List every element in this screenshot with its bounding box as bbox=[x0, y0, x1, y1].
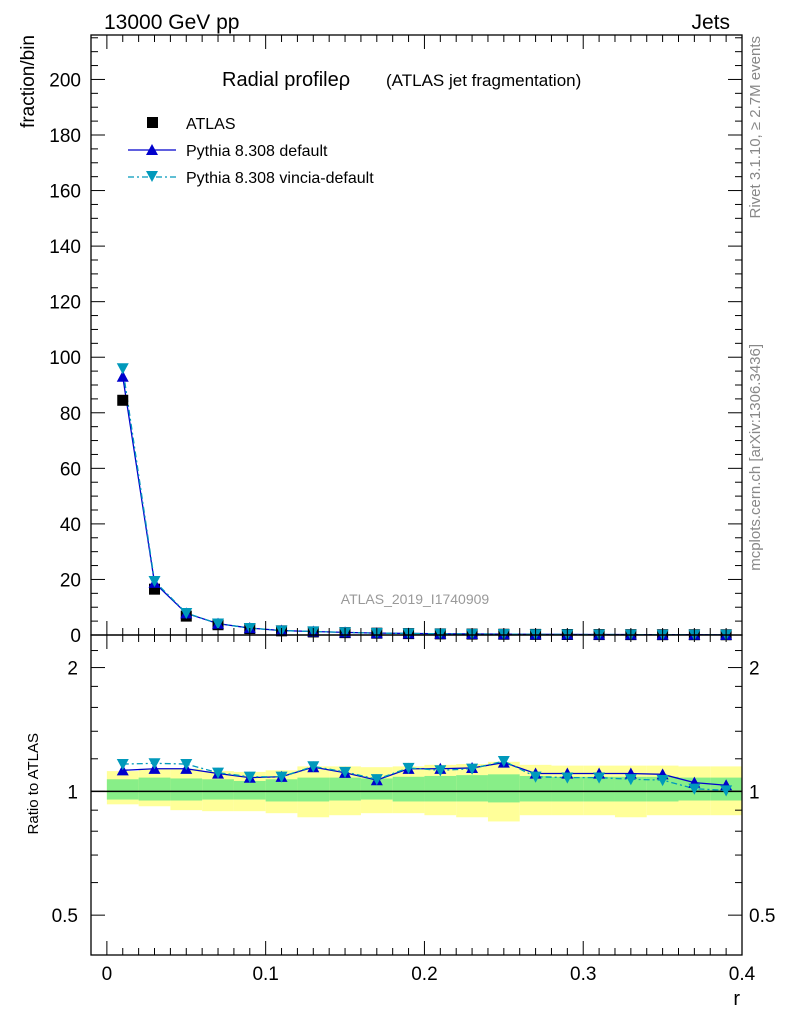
legend-default-marker-icon bbox=[146, 144, 158, 155]
atlas-point bbox=[149, 583, 161, 595]
main-y-tick-label: 120 bbox=[49, 293, 81, 314]
uncertainty-inner-bin bbox=[329, 777, 361, 801]
ratio-pythia-8-308-vincia-default-point bbox=[656, 775, 669, 787]
ratio-pythia-8-308-vincia-default-point bbox=[212, 767, 225, 779]
ratio-pythia-8-308-vincia-default-point bbox=[561, 772, 574, 784]
uncertainty-inner-bin bbox=[106, 779, 139, 800]
ratio-pythia-8-308-vincia-default-point bbox=[148, 758, 161, 770]
rivet-version-text: Rivet 3.1.10, ≥ 2.7M events bbox=[747, 36, 764, 219]
ratio-pythia-8-308-vincia-default-point bbox=[593, 772, 606, 784]
x-axis-title: r bbox=[733, 988, 740, 1010]
main-y-tick-label: 160 bbox=[49, 182, 81, 203]
pythia-8-308-vincia-default-point bbox=[180, 607, 193, 620]
ratio-pythia-8-308-vincia-default-point bbox=[307, 761, 320, 773]
ratio-y-tick-label: 0.5 bbox=[52, 906, 78, 927]
ratio-pythia-8-308-vincia-default-point bbox=[466, 763, 479, 775]
ratio-pythia-8-308-vincia-default-point bbox=[370, 774, 383, 786]
ratio-pythia-8-308-vincia-default-point bbox=[434, 765, 447, 777]
pythia-8-308-vincia-default-point bbox=[148, 576, 161, 588]
ratio-uncertainty-bands bbox=[91, 761, 742, 822]
analysis-watermark: ATLAS_2019_I1740909 bbox=[341, 591, 490, 607]
axes-layer: 0 20 40 60 80 100 120 140 160 180 200 0 0.1 0.2 0.3 0.4… bbox=[49, 34, 775, 985]
uncertainty-inner-bin bbox=[233, 780, 266, 800]
main-y-tick-label: 140 bbox=[49, 237, 81, 258]
ratio-pythia-8-308-vincia-default-line bbox=[122, 760, 727, 792]
ratio-series-layer bbox=[116, 755, 733, 797]
header-left: 13000 GeV pp bbox=[104, 11, 239, 34]
x-tick-label: 0.3 bbox=[570, 964, 596, 985]
x-tick-label: 0.1 bbox=[252, 964, 278, 985]
uncertainty-inner-bin bbox=[297, 777, 330, 802]
ratio-y-axis-title: Ratio to ATLAS bbox=[25, 733, 42, 834]
legend-vincia-label: Pythia 8.308 vincia-default bbox=[186, 170, 374, 187]
uncertainty-inner-bin bbox=[138, 777, 171, 801]
main-y-tick-label: 100 bbox=[49, 348, 81, 369]
ratio-pythia-8-308-vincia-default-point bbox=[116, 758, 129, 771]
atlas-point bbox=[117, 394, 129, 406]
ratio-pythia-8-308-vincia-default-point bbox=[180, 758, 193, 771]
ratio-y-tick-label-right: 2 bbox=[749, 659, 760, 680]
ratio-y-tick-label-right: 0.5 bbox=[749, 906, 775, 927]
uncertainty-inner-bin bbox=[360, 778, 393, 800]
ratio-pythia-8-308-vincia-default-point bbox=[688, 783, 701, 795]
chart-subtitle: (ATLAS jet fragmentation) bbox=[386, 71, 581, 90]
uncertainty-inner-bin bbox=[392, 776, 425, 802]
ratio-plot-frame bbox=[90, 634, 743, 956]
x-tick-label: 0 bbox=[102, 964, 113, 985]
legend-atlas-marker-icon bbox=[147, 117, 158, 128]
ratio-y-tick-label: 2 bbox=[67, 659, 78, 680]
uncertainty-inner-bin bbox=[487, 774, 520, 803]
legend-atlas-label: ATLAS bbox=[186, 116, 236, 133]
x-tick-label: 0.2 bbox=[411, 964, 437, 985]
ratio-pythia-8-308-vincia-default-point bbox=[275, 771, 288, 783]
x-tick-label: 0.4 bbox=[729, 964, 756, 985]
ratio-pythia-8-308-vincia-default-point bbox=[497, 755, 510, 768]
ratio-pythia-8-308-vincia-default-point bbox=[243, 771, 256, 783]
legend-default-label: Pythia 8.308 default bbox=[186, 143, 328, 160]
uncertainty-inner-bin bbox=[424, 775, 457, 802]
uncertainty-inner-bin bbox=[265, 779, 298, 802]
main-y-tick-label: 60 bbox=[60, 459, 81, 480]
main-y-tick-label: 20 bbox=[60, 570, 81, 591]
ratio-pythia-8-308-vincia-default-point bbox=[402, 762, 415, 774]
main-y-tick-label: 200 bbox=[49, 70, 81, 91]
ratio-y-tick-label-right: 1 bbox=[749, 782, 760, 803]
main-y-axis-title: fraction/bin bbox=[18, 35, 39, 128]
ratio-pythia-8-308-vincia-default-point bbox=[624, 774, 637, 786]
main-y-tick-label: 0 bbox=[70, 626, 81, 647]
uncertainty-inner-bin bbox=[456, 775, 488, 802]
uncertainty-inner-bin bbox=[170, 778, 203, 801]
pythia-8-308-vincia-default-point bbox=[212, 618, 225, 630]
ratio-pythia-8-308-vincia-default-point bbox=[529, 771, 542, 783]
main-y-tick-label: 180 bbox=[49, 126, 81, 147]
pythia-8-308-default-point bbox=[116, 370, 129, 382]
main-y-tick-label: 40 bbox=[60, 515, 81, 536]
legend: ATLAS Pythia 8.308 default Pythia 8.308 … bbox=[128, 116, 374, 187]
legend-vincia-marker-icon bbox=[146, 171, 158, 182]
mcplots-credit-text: mcplots.cern.ch [arXiv:1306.3436] bbox=[747, 344, 764, 571]
pythia-8-308-vincia-default-point bbox=[116, 363, 129, 375]
ratio-pythia-8-308-vincia-default-point bbox=[339, 766, 352, 778]
header-right: Jets bbox=[691, 11, 730, 34]
ratio-pythia-8-308-vincia-default-point bbox=[720, 785, 733, 797]
chart-title: Radial profileρ bbox=[222, 69, 350, 91]
ratio-y-tick-label: 1 bbox=[67, 782, 78, 803]
main-y-tick-label: 80 bbox=[60, 404, 81, 425]
uncertainty-inner-bin bbox=[202, 779, 234, 800]
